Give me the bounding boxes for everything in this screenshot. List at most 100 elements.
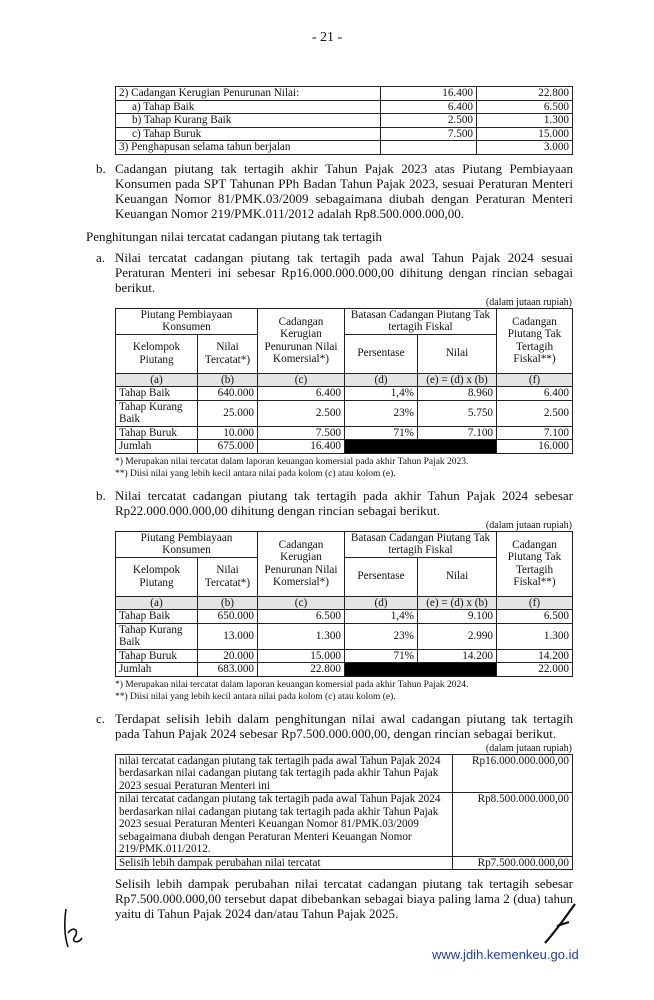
cell: 683.000 [197, 662, 258, 677]
list-marker: a. [96, 249, 106, 265]
cell: 22.800 [257, 662, 345, 677]
row-label: 3) Penghapusan selama tahun berjalan [115, 140, 381, 155]
table-total-row: Jumlah 675.000 16.400 16.000 [115, 439, 573, 454]
header-ckpn: Cadangan Kerugian Penurunan Nilai Komers… [257, 530, 345, 597]
row-value: Rp16.000.000.000,00 [452, 753, 573, 793]
list-item-b-2024: b. Nilai tercatat cadangan piutang tak t… [86, 488, 573, 518]
col-code: (d) [344, 595, 418, 610]
table-row: Tahap Kurang Baik 13.000 1.300 23% 2.990 1.30… [115, 622, 573, 650]
col-code: (e) = (d) x (b) [417, 595, 497, 610]
row-value: Rp8.500.000.000,00 [452, 792, 573, 857]
row-label: a) Tahap Baik [115, 99, 381, 114]
cell: 5.750 [417, 399, 497, 427]
document-body: 2) Cadangan Kerugian Penurunan Nilai: 16.… [86, 86, 573, 921]
table-row: Tahap Kurang Baik 25.000 2.500 23% 5.750 2.50… [115, 399, 573, 427]
table-row: 3) Penghapusan selama tahun berjalan 3.00… [115, 140, 573, 155]
cell: 1.300 [257, 622, 345, 650]
header-nilai-tercatat: Nilai Tercatat*) [197, 556, 258, 597]
cell: Tahap Buruk [115, 425, 198, 440]
table-row: Tahap Buruk 20.000 15.000 71% 14.200 14.200 [115, 648, 573, 663]
cell: 6.500 [496, 609, 573, 624]
cell: 1.300 [496, 622, 573, 650]
table-row: c) Tahap Buruk 7.500 15.000 [115, 126, 573, 141]
cell: Jumlah [115, 662, 198, 677]
footnote: *) Merupakan nilai tercatat dalam lapora… [115, 679, 469, 690]
cell: 2.500 [257, 399, 345, 427]
row-label: c) Tahap Buruk [115, 126, 381, 141]
cell: 13.000 [197, 622, 258, 650]
list-item-c: c. Terdapat selisih lebih dalam penghitu… [86, 711, 573, 741]
col-code: (a) [115, 372, 198, 387]
cell: 3.000 [476, 140, 573, 155]
col-code: (b) [197, 595, 258, 610]
row-label: Selisih lebih dampak perubahan nilai ter… [115, 855, 453, 870]
cell: 6.500 [257, 609, 345, 624]
table-ckpn-summary: 2) Cadangan Kerugian Penurunan Nilai: 16.… [115, 86, 573, 155]
cell: 1,4% [344, 386, 418, 401]
cell: 14.200 [417, 648, 497, 663]
cell: 22.800 [476, 86, 573, 101]
cell: Jumlah [115, 439, 198, 454]
cell: 2.500 [496, 399, 573, 427]
cell: 9.100 [417, 609, 497, 624]
unit-label: (dalam jutaan rupiah) [485, 742, 572, 754]
cell: 20.000 [197, 648, 258, 663]
cell: 6.500 [476, 99, 573, 114]
header-persentase: Persentase [344, 333, 418, 374]
table-row: Tahap Baik 640.000 6.400 1,4% 8.960 6.400 [115, 386, 573, 401]
footnote: *) Merupakan nilai tercatat dalam lapora… [115, 456, 469, 467]
cell: 15.000 [257, 648, 345, 663]
header-cpt: Cadangan Piutang Tak Tertagih Fiskal**) [496, 307, 573, 374]
col-code: (d) [344, 372, 418, 387]
cell: 14.200 [496, 648, 573, 663]
cell: 16.400 [380, 86, 477, 101]
footnote: **) Diisi nilai yang lebih kecil antara … [115, 691, 396, 702]
cell: Tahap Baik [115, 609, 198, 624]
cell: Tahap Buruk [115, 648, 198, 663]
cell: 71% [344, 648, 418, 663]
cell: 2.990 [417, 622, 497, 650]
initial-signature-left [63, 908, 83, 948]
row-label: nilai tercatat cadangan piutang tak tert… [115, 792, 453, 857]
initial-signature-right [544, 903, 576, 944]
cell: 25.000 [197, 399, 258, 427]
cell: 7.100 [417, 425, 497, 440]
cell: 650.000 [197, 609, 258, 624]
cell: 675.000 [197, 439, 258, 454]
list-item-a: a. Nilai tercatat cadangan piutang tak t… [86, 250, 573, 295]
row-label: 2) Cadangan Kerugian Penurunan Nilai: [115, 86, 381, 101]
cell: 23% [344, 399, 418, 427]
cell [380, 140, 477, 155]
cell: 23% [344, 622, 418, 650]
col-code: (a) [115, 595, 198, 610]
cell: 7.500 [257, 425, 345, 440]
cell: 7.500 [380, 126, 477, 141]
paragraph-b-2023: Cadangan piutang tak tertagih akhir Tahu… [115, 160, 573, 221]
header-nilai: Nilai [417, 333, 497, 374]
header-ckpn: Cadangan Kerugian Penurunan Nilai Komers… [257, 307, 345, 374]
cell: 15.000 [476, 126, 573, 141]
footer-url[interactable]: www.jdih.kemenkeu.go.id [432, 947, 579, 962]
cell: 6.400 [257, 386, 345, 401]
table-selisih-wrap: (dalam jutaan rupiah) nilai tercatat cad… [115, 742, 573, 921]
cell: 7.100 [496, 425, 573, 440]
cell: 6.400 [496, 386, 573, 401]
table-ckpn-summary-wrap: 2) Cadangan Kerugian Penurunan Nilai: 16.… [115, 86, 573, 155]
table-total-row: Jumlah 683.000 22.800 22.000 [115, 662, 573, 677]
col-code: (e) = (d) x (b) [417, 372, 497, 387]
table-selisih: nilai tercatat cadangan piutang tak tert… [115, 753, 573, 871]
cell: 8.960 [417, 386, 497, 401]
list-marker: b. [96, 160, 106, 176]
table-row: nilai tercatat cadangan piutang tak tert… [115, 753, 573, 793]
cell: 71% [344, 425, 418, 440]
table-akhir-2024-wrap: (dalam jutaan rupiah) Piutang Pembiayaan… [115, 520, 573, 703]
paragraph-final: Selisih lebih dampak perubahan nilai ter… [115, 876, 573, 921]
cell: Tahap Baik [115, 386, 198, 401]
header-batasan: Batasan Cadangan Piutang Tak tertagih Fi… [344, 530, 497, 558]
paragraph-b-2024: Nilai tercatat cadangan piutang tak tert… [115, 487, 573, 518]
table-row: Tahap Baik 650.000 6.500 1,4% 9.100 6.500 [115, 609, 573, 624]
unit-label: (dalam jutaan rupiah) [485, 296, 572, 308]
header-persentase: Persentase [344, 556, 418, 597]
header-kelompok: Kelompok Piutang [115, 556, 198, 597]
blacked-out-cell [344, 439, 497, 454]
